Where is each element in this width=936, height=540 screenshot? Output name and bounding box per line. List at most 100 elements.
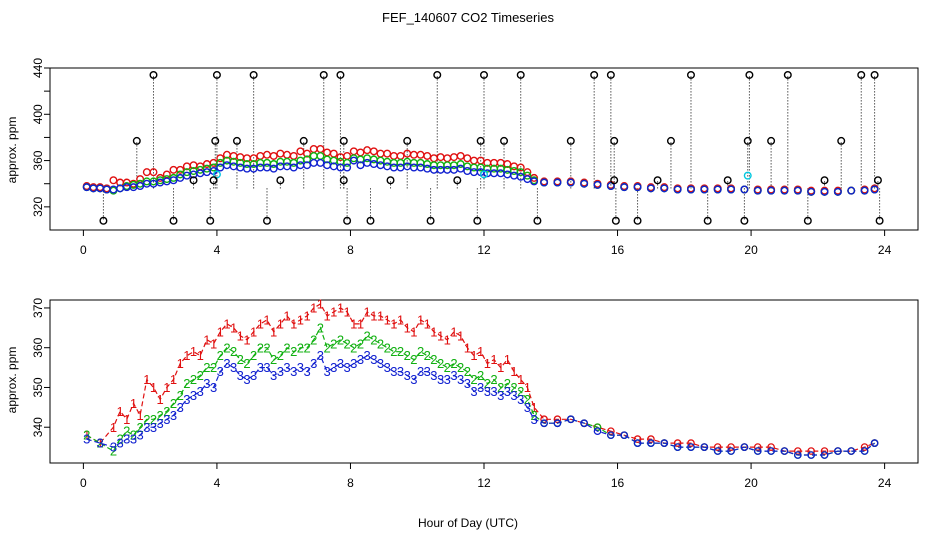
bottom-series3-point bbox=[566, 415, 575, 424]
top-series3-point bbox=[216, 163, 225, 172]
top-series3-point bbox=[256, 163, 265, 172]
top-spike-point bbox=[212, 70, 221, 79]
top-series3-point bbox=[429, 165, 438, 174]
bottom-series3-label-point: 3 bbox=[183, 392, 190, 407]
bottom-series2-label-point: 2 bbox=[504, 376, 511, 391]
top-spike-point bbox=[339, 176, 348, 185]
top-series2-point bbox=[516, 168, 525, 177]
bottom-series1-point bbox=[607, 427, 615, 436]
top-series3-point bbox=[169, 176, 178, 185]
top-series1-point bbox=[216, 154, 225, 163]
top-series1-point bbox=[269, 151, 278, 160]
bottom-series1-label-point: 1 bbox=[517, 372, 524, 387]
bottom-series2-label-point: 2 bbox=[297, 340, 304, 355]
top-x-tick-label: 24 bbox=[878, 243, 892, 257]
top-series3-point bbox=[343, 163, 352, 172]
top-series3-point bbox=[409, 163, 418, 172]
top-series3-point bbox=[503, 170, 512, 179]
bottom-series3-label-point: 3 bbox=[437, 372, 444, 387]
top-spike-point bbox=[319, 70, 328, 79]
bottom-series2-label-point: 2 bbox=[484, 376, 491, 391]
bottom-series2-label-point: 2 bbox=[303, 340, 310, 355]
top-series1-point bbox=[323, 148, 332, 157]
bottom-series3-point bbox=[740, 443, 749, 451]
top-series2-point bbox=[309, 151, 318, 160]
top-series3-point bbox=[376, 161, 385, 170]
bottom-series3-label-point: 3 bbox=[410, 372, 417, 387]
top-series3-point bbox=[510, 171, 519, 180]
bottom-series1-point bbox=[647, 435, 655, 443]
bottom-series3-label-point: 3 bbox=[303, 364, 310, 379]
top-series3-point bbox=[767, 186, 776, 195]
bottom-x-tick-label: 0 bbox=[80, 476, 87, 490]
top-y-tick-label: 400 bbox=[31, 104, 45, 124]
top-series3-point bbox=[820, 187, 829, 196]
top-series3-point bbox=[753, 186, 762, 195]
bottom-series2-label-point: 2 bbox=[170, 396, 177, 411]
bottom-y-tick-label: 360 bbox=[31, 337, 45, 357]
bottom-series3-point bbox=[593, 427, 602, 436]
bottom-x-tick-label: 16 bbox=[611, 476, 625, 490]
top-spike-point bbox=[403, 136, 412, 145]
bottom-series3-label-point: 3 bbox=[450, 368, 457, 383]
top-spike-point bbox=[740, 216, 749, 225]
bottom-x-tick-label: 8 bbox=[347, 476, 354, 490]
top-spike-point bbox=[480, 70, 489, 79]
top-series3-point bbox=[673, 185, 682, 194]
bottom-series3-label-point: 3 bbox=[510, 388, 517, 403]
bottom-series2-label-point: 2 bbox=[397, 344, 404, 359]
bottom-series3-label-point: 3 bbox=[344, 360, 351, 375]
bottom-series2-label-point: 2 bbox=[330, 336, 337, 351]
bottom-series1-label-point: 1 bbox=[377, 308, 384, 323]
top-series3-point bbox=[540, 178, 549, 187]
top-series1-point bbox=[423, 151, 432, 160]
bottom-series1-point bbox=[553, 415, 562, 424]
top-series1-point bbox=[429, 154, 438, 163]
top-spike-point bbox=[366, 216, 375, 225]
bottom-series2-label-point: 2 bbox=[217, 348, 224, 363]
bottom-series3-label-point: 3 bbox=[350, 356, 357, 371]
top-series1-point bbox=[283, 150, 292, 159]
bottom-series2-label-point: 2 bbox=[357, 336, 364, 351]
bottom-series3-point bbox=[647, 439, 655, 447]
bottom-series2-label-point: 2 bbox=[190, 372, 197, 387]
bottom-series3-label-point: 3 bbox=[364, 348, 371, 363]
bottom-series1-label-point: 1 bbox=[323, 308, 330, 323]
bottom-series3-label-point: 3 bbox=[497, 388, 504, 403]
top-series3-point bbox=[860, 186, 869, 195]
bottom-series3-label-point: 3 bbox=[237, 368, 244, 383]
bottom-series2-label-point: 2 bbox=[263, 340, 270, 355]
top-series2-point bbox=[303, 155, 312, 164]
bottom-series1-label-point: 1 bbox=[370, 308, 377, 323]
top-spike-point bbox=[209, 176, 218, 185]
bottom-series1-label-point: 1 bbox=[243, 332, 250, 347]
top-series3-point bbox=[516, 172, 525, 181]
bottom-series1-label-point: 1 bbox=[310, 301, 317, 316]
bottom-series3-label-point: 3 bbox=[290, 364, 297, 379]
bottom-series2-label-point: 2 bbox=[364, 328, 371, 343]
bottom-series1-label-point: 1 bbox=[424, 316, 431, 331]
bottom-series3-point bbox=[607, 431, 615, 440]
bottom-series3-label-point: 3 bbox=[444, 372, 451, 387]
bottom-series2-label-point: 2 bbox=[377, 336, 384, 351]
bottom-series2-label-point: 2 bbox=[477, 368, 484, 383]
top-spike-point bbox=[633, 216, 642, 225]
top-spike-point bbox=[339, 136, 348, 145]
top-series3-point bbox=[349, 156, 358, 165]
bottom-series2-label-point: 2 bbox=[450, 356, 457, 371]
top-series1-point bbox=[149, 168, 158, 177]
bottom-series3-label-point: 3 bbox=[210, 380, 217, 395]
top-spike-point bbox=[206, 216, 215, 225]
top-series3-point bbox=[660, 184, 669, 193]
bottom-series2-label-point: 2 bbox=[424, 348, 431, 363]
bottom-series2-label-point: 2 bbox=[210, 360, 217, 375]
bottom-series2-label-point: 2 bbox=[323, 340, 330, 355]
bottom-series3-label-point: 3 bbox=[504, 384, 511, 399]
top-series1-point bbox=[436, 153, 445, 162]
top-series1-point bbox=[329, 149, 338, 158]
bottom-series2-label-point: 2 bbox=[163, 404, 170, 419]
bottom-series1-point bbox=[633, 435, 642, 443]
bottom-series3-label-point: 3 bbox=[283, 360, 290, 375]
bottom-series3-point bbox=[820, 451, 829, 459]
bottom-series1-label-point: 1 bbox=[390, 316, 397, 331]
